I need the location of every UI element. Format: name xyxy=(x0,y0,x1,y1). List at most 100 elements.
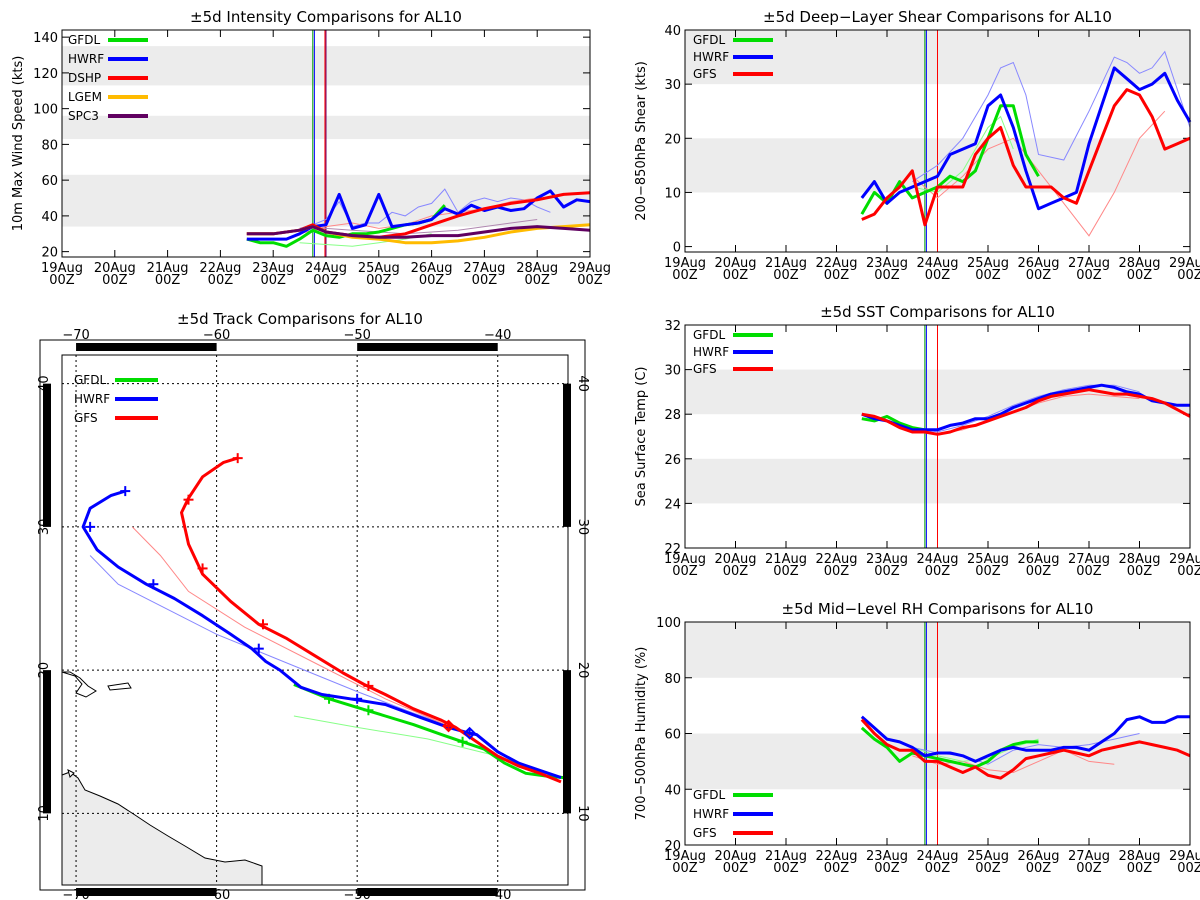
legend-label: HWRF xyxy=(693,807,729,821)
plot-frame xyxy=(684,324,1191,549)
legend-label: GFDL xyxy=(693,788,725,802)
x-tick-label: 29Aug xyxy=(1169,849,1200,864)
x-tick-label-hour: 00Z xyxy=(723,861,749,876)
x-tick-label: 27Aug xyxy=(1068,552,1110,567)
x-tick-label-hour: 00Z xyxy=(49,273,75,288)
x-tick-label: 22Aug xyxy=(816,256,858,271)
legend-label: GFDL xyxy=(693,328,725,342)
lat-label-left: 20 xyxy=(37,662,52,679)
y-tick-label: 80 xyxy=(41,138,58,153)
y-tick-label: 40 xyxy=(41,210,58,225)
x-tick-label-hour: 00Z xyxy=(1177,268,1200,283)
x-tick-label-hour: 00Z xyxy=(672,564,698,579)
x-tick-label: 25Aug xyxy=(358,261,400,276)
x-tick-label: 23Aug xyxy=(866,552,908,567)
x-tick-label: 26Aug xyxy=(1018,849,1060,864)
lat-label-right: 30 xyxy=(575,519,590,536)
x-tick-label-hour: 00Z xyxy=(723,268,749,283)
border-bar-top xyxy=(357,343,498,351)
legend-label: GFDL xyxy=(693,33,725,47)
border-bar-left xyxy=(43,383,51,527)
x-tick-label: 21Aug xyxy=(765,256,807,271)
x-tick-label-hour: 00Z xyxy=(1127,268,1153,283)
x-tick-label: 20Aug xyxy=(715,256,757,271)
x-tick-label-hour: 00Z xyxy=(1076,564,1102,579)
x-tick-label-hour: 00Z xyxy=(824,564,850,579)
series-line-gfs xyxy=(860,718,1191,780)
y-axis-label: 10m Max Wind Speed (kts) xyxy=(11,56,26,232)
x-tick-label: 25Aug xyxy=(967,552,1009,567)
legend-label: HWRF xyxy=(68,52,104,66)
legend-label: GFDL xyxy=(68,33,100,47)
track-start-marker xyxy=(463,726,477,740)
legend-label: DSHP xyxy=(68,71,101,85)
y-tick-label: 60 xyxy=(664,728,681,743)
x-tick-label-hour: 00Z xyxy=(773,564,799,579)
track-line-gfs xyxy=(180,456,562,784)
x-tick-label: 27Aug xyxy=(1068,849,1110,864)
x-tick-label: 20Aug xyxy=(715,552,757,567)
x-tick-label-hour: 00Z xyxy=(313,273,339,288)
x-tick-label: 26Aug xyxy=(1018,552,1060,567)
x-tick-label-hour: 00Z xyxy=(975,861,1001,876)
chart-title: ±5d Intensity Comparisons for AL10 xyxy=(190,8,462,26)
x-tick-label-hour: 00Z xyxy=(524,273,550,288)
y-tick-label: 80 xyxy=(664,672,681,687)
plot-frame xyxy=(684,621,1191,846)
x-tick-label: 28Aug xyxy=(516,261,558,276)
legend-label: LGEM xyxy=(68,90,102,104)
x-tick-label: 24Aug xyxy=(917,552,959,567)
x-tick-label: 20Aug xyxy=(715,849,757,864)
x-tick-label-hour: 00Z xyxy=(874,564,900,579)
ensemble-track xyxy=(89,555,470,734)
island-puerto-rico xyxy=(107,682,132,691)
y-tick-label: 60 xyxy=(41,174,58,189)
y-axis-label: 700−500hPa Humidity (%) xyxy=(634,647,649,821)
legend-label: HWRF xyxy=(693,50,729,64)
lon-label-bottom: −60 xyxy=(203,888,230,900)
legend-label: GFS xyxy=(693,67,717,81)
y-tick-label: 22 xyxy=(664,542,681,557)
x-tick-label-hour: 00Z xyxy=(824,861,850,876)
legend-label: GFDL xyxy=(74,373,106,387)
y-tick-label: 100 xyxy=(33,103,58,118)
x-tick-label: 27Aug xyxy=(463,261,505,276)
x-tick-label-hour: 00Z xyxy=(1177,564,1200,579)
y-axis-label: 200−850hPa Shear (kts) xyxy=(634,61,649,221)
border-bar-top xyxy=(76,343,217,351)
x-tick-label-hour: 00Z xyxy=(1076,861,1102,876)
y-tick-label: 30 xyxy=(664,78,681,93)
lon-label-top: −60 xyxy=(203,328,230,343)
x-tick-label: 22Aug xyxy=(816,552,858,567)
x-tick-label: 24Aug xyxy=(917,256,959,271)
x-tick-label-hour: 00Z xyxy=(1026,564,1052,579)
track-line-gfdl xyxy=(293,683,564,780)
panel-rh: ±5d Mid−Level RH Comparisons for AL10 700… xyxy=(634,600,1200,876)
landmass-south-america xyxy=(61,771,263,886)
ensemble-line xyxy=(912,50,1191,183)
y-tick-label: 100 xyxy=(656,616,681,631)
track-line-hwrf xyxy=(81,489,562,780)
y-tick-label: 30 xyxy=(664,364,681,379)
x-tick-label-hour: 00Z xyxy=(925,268,951,283)
y-tick-label: 120 xyxy=(33,67,58,82)
x-tick-label-hour: 00Z xyxy=(102,273,128,288)
x-tick-label-hour: 00Z xyxy=(208,273,234,288)
lat-label-right: 20 xyxy=(575,662,590,679)
x-tick-label-hour: 00Z xyxy=(1026,268,1052,283)
island-hispaniola xyxy=(61,671,97,698)
panel-intensity: ±5d Intensity Comparisons for AL10 10m Ma… xyxy=(11,8,611,288)
x-tick-label: 25Aug xyxy=(967,256,1009,271)
ensemble-line xyxy=(912,749,1115,774)
map-frame xyxy=(61,354,569,886)
legend-label: GFS xyxy=(693,826,717,840)
border-bar-bottom xyxy=(76,888,217,896)
chart-title: ±5d Track Comparisons for AL10 xyxy=(177,310,423,328)
x-tick-label: 19Aug xyxy=(664,552,706,567)
border-bar-bottom xyxy=(357,888,498,896)
track-start-marker xyxy=(442,719,455,733)
x-tick-label-hour: 00Z xyxy=(672,861,698,876)
series-line-gfs xyxy=(861,88,1191,227)
chart-title: ±5d Mid−Level RH Comparisons for AL10 xyxy=(782,600,1094,618)
map-outer-frame xyxy=(39,339,586,891)
